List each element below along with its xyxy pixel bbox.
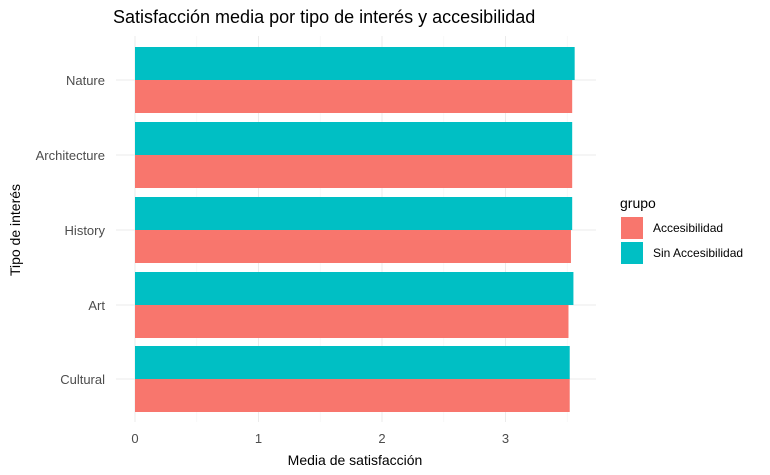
bar-cultural-sin-accesibilidad: [135, 346, 570, 379]
bar-architecture-accesibilidad: [135, 155, 573, 188]
legend-swatch-sin-accesibilidad: [621, 242, 643, 264]
legend-label-sin-accesibilidad: Sin Accesibilidad: [653, 246, 743, 260]
y-tick-label-architecture: Architecture: [36, 148, 105, 163]
bar-cultural-accesibilidad: [135, 379, 570, 412]
x-axis-title: Media de satisfacción: [288, 452, 423, 468]
bar-art-accesibilidad: [135, 305, 569, 338]
bar-history-sin-accesibilidad: [135, 197, 573, 230]
legend-title: grupo: [620, 195, 656, 211]
y-tick-label-cultural: Cultural: [60, 372, 105, 387]
legend-swatch-accesibilidad: [621, 217, 643, 239]
bar-architecture-sin-accesibilidad: [135, 122, 573, 155]
y-tick-label-nature: Nature: [66, 73, 105, 88]
y-axis-title: Tipo de interés: [7, 184, 23, 276]
chart-title: Satisfacción media por tipo de interés y…: [113, 7, 535, 27]
y-tick-labels: Nature Architecture History Art Cultural: [36, 73, 106, 387]
x-tick-label: 2: [378, 431, 385, 446]
y-tick-label-art: Art: [88, 298, 105, 313]
y-tick-label-history: History: [65, 223, 106, 238]
bar-nature-accesibilidad: [135, 80, 573, 113]
bar-history-accesibilidad: [135, 230, 571, 263]
x-tick-label: 1: [255, 431, 262, 446]
x-tick-label: 3: [502, 431, 509, 446]
legend: grupo Accesibilidad Sin Accesibilidad: [620, 195, 743, 264]
legend-label-accesibilidad: Accesibilidad: [653, 221, 723, 235]
x-tick-labels: 0 1 2 3: [131, 431, 509, 446]
x-tick-label: 0: [131, 431, 138, 446]
bars: [135, 47, 575, 412]
bar-nature-sin-accesibilidad: [135, 47, 575, 80]
bar-art-sin-accesibilidad: [135, 272, 574, 305]
